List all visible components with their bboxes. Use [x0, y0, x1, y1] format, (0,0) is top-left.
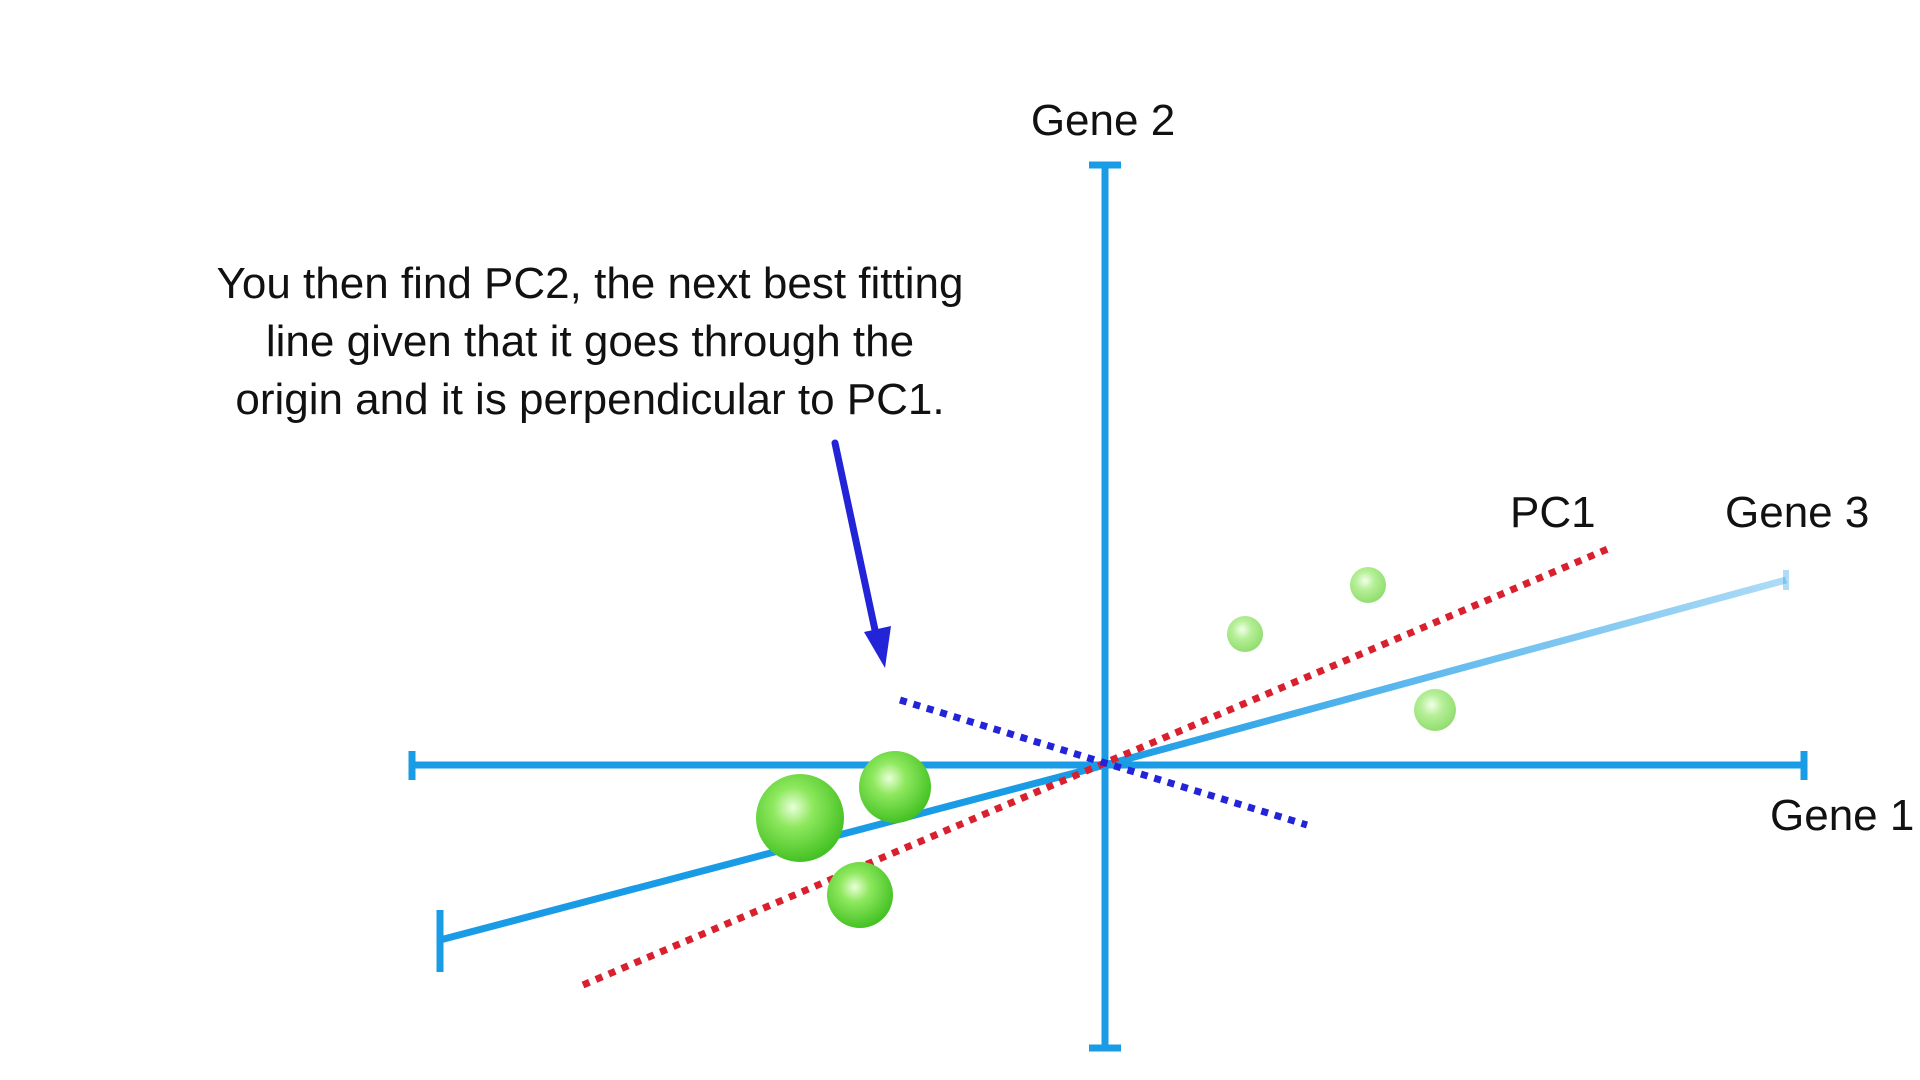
pointer-arrow	[831, 439, 891, 668]
pc1-line	[581, 544, 1612, 989]
gene3-axis	[436, 570, 1789, 972]
gene2-axis-label: Gene 2	[1031, 96, 1175, 145]
data-point-near-2	[756, 774, 844, 862]
gene3-axis-label: Gene 3	[1725, 488, 1869, 537]
data-point-near-1	[859, 751, 931, 823]
caption-line-3: origin and it is perpendicular to PC1.	[235, 375, 944, 424]
data-point-far-2	[1350, 567, 1386, 603]
pc2-line	[898, 696, 1309, 829]
data-point-far-1	[1227, 616, 1263, 652]
pointer-arrow-head	[864, 626, 891, 668]
gene1-axis-label: Gene 1	[1770, 791, 1914, 840]
pointer-arrow-shaft	[831, 439, 879, 634]
gene2-axis	[1089, 161, 1121, 1052]
data-point-far-3	[1414, 689, 1456, 731]
data-point-near-3	[827, 862, 893, 928]
pc1-label: PC1	[1510, 488, 1596, 537]
caption-line-2: line given that it goes through the	[266, 317, 914, 366]
caption-line-1: You then find PC2, the next best fitting	[217, 259, 964, 308]
